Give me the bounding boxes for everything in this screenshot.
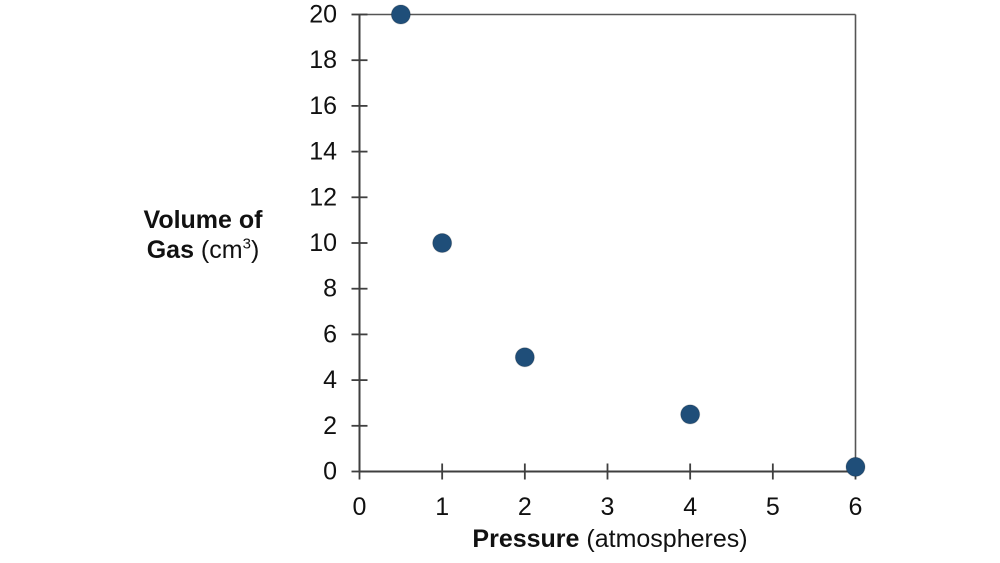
y-tick-label: 8	[323, 275, 337, 303]
y-axis-title: Volume of Gas (cm3)	[103, 205, 303, 265]
x-axis-title: Pressure (atmospheres)	[472, 525, 748, 553]
data-point	[514, 347, 535, 368]
y-tick-label: 16	[309, 92, 337, 120]
y-tick-label: 6	[323, 320, 337, 348]
data-point	[432, 233, 453, 253]
superscript-3: 3	[242, 235, 251, 253]
y-axis-title-line1: Volume of	[143, 206, 263, 234]
y-tick-label: 10	[309, 229, 337, 257]
data-point	[680, 404, 701, 425]
y-tick-label: 14	[309, 138, 337, 166]
x-tick-label: 2	[518, 493, 532, 521]
y-tick-label: 18	[309, 46, 337, 74]
y-axis-title-line2: Gas (cm3)	[146, 235, 260, 264]
x-tick-label: 0	[353, 493, 367, 521]
x-tick-label: 4	[683, 493, 697, 521]
x-tick-label: 5	[766, 493, 780, 521]
y-tick-label: 4	[323, 366, 337, 394]
y-tick-label: 0	[323, 458, 337, 486]
x-tick-label: 3	[601, 493, 615, 521]
x-tick-label: 1	[435, 493, 449, 521]
data-point	[845, 456, 866, 477]
y-tick-label: 2	[323, 412, 337, 440]
y-tick-label: 20	[309, 1, 337, 29]
y-tick-label: 12	[309, 183, 337, 211]
data-point	[390, 4, 411, 25]
x-tick-label: 6	[849, 493, 863, 521]
